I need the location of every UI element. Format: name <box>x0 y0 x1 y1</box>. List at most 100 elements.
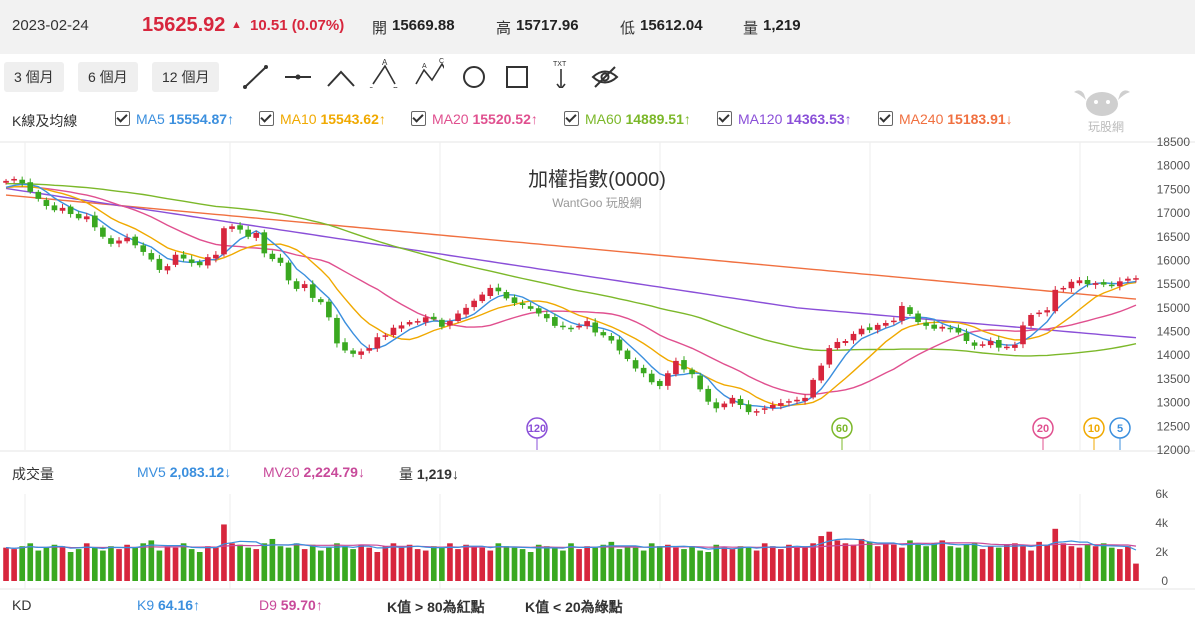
candle-body <box>390 327 397 336</box>
rect-tool-icon[interactable] <box>501 62 533 92</box>
price-tick-label: 14500 <box>1157 325 1191 339</box>
mv5-line <box>5 538 1137 551</box>
volume-bar <box>414 549 421 581</box>
volume-bar <box>293 543 300 581</box>
volume-bar <box>858 538 865 581</box>
volume-bar <box>495 543 502 581</box>
volume-bar <box>511 547 518 581</box>
volume-bar <box>221 524 227 581</box>
candle-body <box>1084 279 1091 285</box>
ma10-toggle[interactable]: MA10 15543.62↑ <box>259 111 386 127</box>
candle-body <box>100 227 106 237</box>
wave-pattern-icon[interactable]: A C 0 B <box>412 58 444 88</box>
candle-body <box>59 207 66 211</box>
hline-tool-icon[interactable] <box>282 62 314 92</box>
ma20-checkbox[interactable] <box>411 111 426 126</box>
volume-bar <box>673 547 679 581</box>
ma20-toggle[interactable]: MA20 15520.52↑ <box>411 111 538 127</box>
volume-bar <box>487 550 494 581</box>
volume-bar <box>100 550 106 581</box>
volume-bar <box>11 549 17 581</box>
up-arrow-icon: ▲ <box>231 19 242 31</box>
volume-bar <box>608 541 615 581</box>
candle-body <box>834 341 841 349</box>
ma-badge <box>526 417 548 439</box>
candle-body <box>43 200 50 206</box>
volume-bar <box>802 546 808 581</box>
ma60-value: 14889.51 <box>625 111 684 127</box>
k9-legend: K9 64.16↑ <box>137 597 200 613</box>
ma240-checkbox[interactable] <box>878 111 893 126</box>
volume-bar <box>27 543 34 581</box>
circle-tool-icon[interactable] <box>458 62 490 92</box>
candle-body <box>794 399 800 402</box>
ma60-checkbox[interactable] <box>564 111 579 126</box>
ma10-checkbox[interactable] <box>259 111 274 126</box>
ma5-toggle[interactable]: MA5 15554.87↑ <box>115 111 234 127</box>
volume-bar <box>1133 563 1139 581</box>
candle-body <box>140 245 147 252</box>
volume-bar <box>616 549 623 581</box>
volume-bar <box>358 544 364 581</box>
candle-body <box>1044 310 1051 313</box>
volume-bar <box>172 547 179 581</box>
volume-tick-label: 4k <box>1155 516 1169 530</box>
abc-pattern-icon[interactable]: A 0 B <box>367 58 399 88</box>
text-tool-icon[interactable]: TXT <box>545 58 577 88</box>
volume-bar <box>471 546 477 581</box>
volume-bar <box>447 543 453 581</box>
d9-legend: D9 59.70↑ <box>259 597 323 613</box>
candle-body <box>132 236 138 246</box>
ma120-toggle[interactable]: MA120 14363.53↑ <box>717 111 852 127</box>
candle-body <box>301 284 308 288</box>
angle-tool-icon[interactable] <box>325 62 357 92</box>
volume-bar <box>1125 546 1131 581</box>
candle-body <box>342 342 348 351</box>
volume-bar <box>35 550 42 581</box>
volume-bar <box>366 547 373 581</box>
ma5-checkbox[interactable] <box>115 111 130 126</box>
ma60-toggle[interactable]: MA60 14889.51↑ <box>564 111 691 127</box>
ma120-name: MA120 <box>738 111 783 127</box>
candle-body <box>535 308 542 314</box>
candle-body <box>350 350 356 354</box>
volume-bar <box>164 546 171 581</box>
candle-body <box>842 341 849 344</box>
volume-bar <box>786 544 792 581</box>
volume-bar <box>971 543 978 581</box>
bull-logo-icon <box>1074 90 1130 116</box>
candle-body <box>148 253 155 260</box>
period-6m-button[interactable]: 6 個月 <box>78 62 138 92</box>
volume-bar <box>931 543 938 581</box>
mv5-value: 2,083.12 <box>169 464 225 480</box>
volume-bar <box>1108 547 1115 581</box>
volume-bar <box>422 550 429 581</box>
mv5-name: MV5 <box>137 464 166 480</box>
candle-body <box>584 321 590 327</box>
ma20-line <box>5 185 1137 396</box>
mv20-arrow: ↓ <box>357 464 365 480</box>
ma120-checkbox[interactable] <box>717 111 732 126</box>
line-tool-icon[interactable] <box>240 62 272 92</box>
candle-body <box>229 226 235 229</box>
abc-pattern-a-text: A <box>382 58 388 67</box>
candle-body <box>753 411 760 413</box>
candle-body <box>947 327 954 330</box>
candle-body <box>503 292 510 299</box>
ma-badge <box>1083 417 1105 439</box>
ma60-arrow: ↑ <box>683 111 691 127</box>
hide-icon[interactable] <box>589 62 621 92</box>
vol-value: 1,219 <box>763 17 801 34</box>
volume-label: 成交量 <box>12 466 54 482</box>
candle-body <box>67 206 74 215</box>
ma240-toggle[interactable]: MA240 15183.91↓ <box>878 111 1013 127</box>
volume-tick-label: 2k <box>1155 545 1169 559</box>
volume-bar <box>108 546 114 581</box>
volume-bar <box>1044 544 1051 581</box>
volume-bar <box>1020 546 1026 581</box>
period-3m-button[interactable]: 3 個月 <box>4 62 64 92</box>
period-12m-button[interactable]: 12 個月 <box>152 62 220 92</box>
volume-bar <box>196 552 203 581</box>
candle-body <box>576 325 582 328</box>
volume-bar <box>51 544 58 581</box>
